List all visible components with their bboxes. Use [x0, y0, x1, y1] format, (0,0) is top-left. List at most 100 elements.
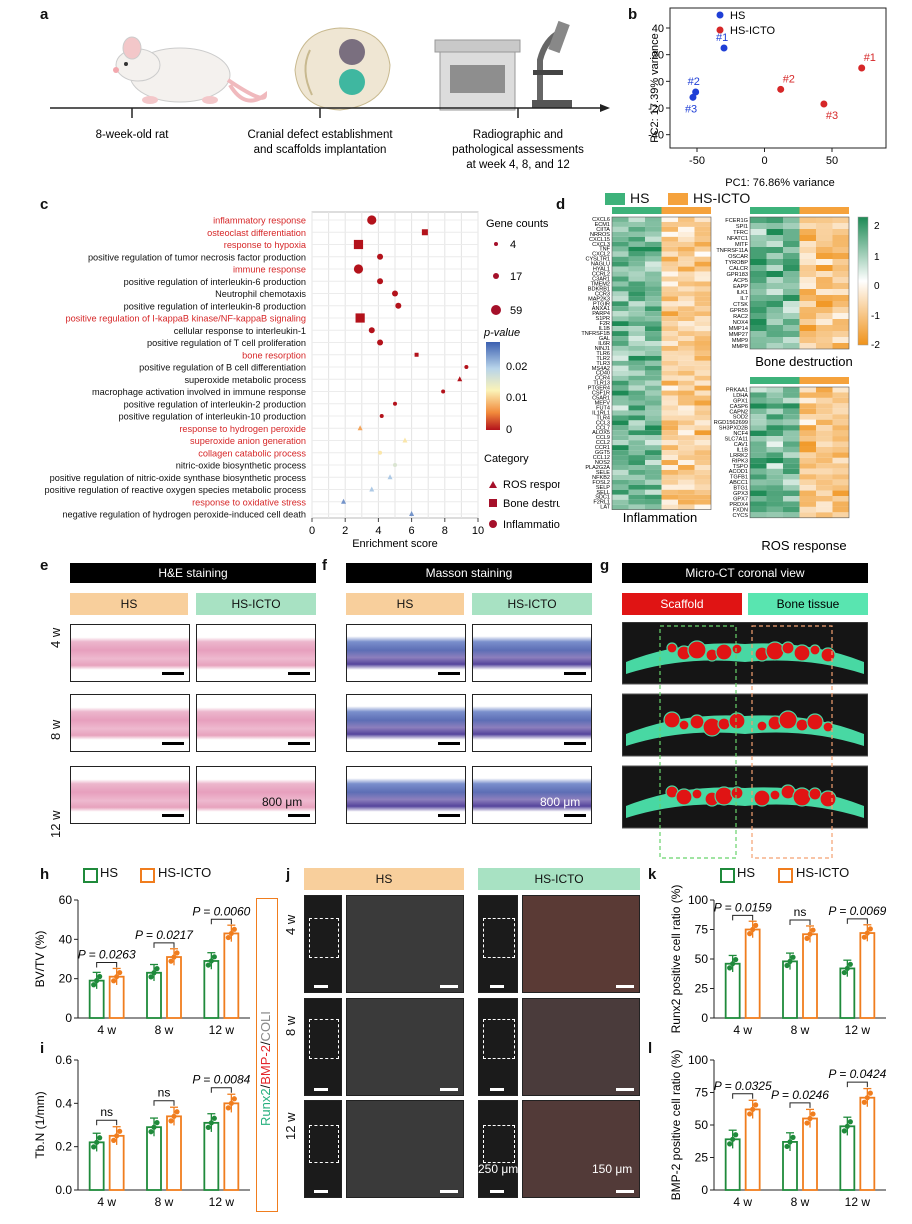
pca-frame	[669, 7, 887, 149]
heatmap-cell	[783, 452, 800, 458]
heatmap-cell	[612, 251, 629, 257]
heatmap-cell	[678, 425, 695, 431]
heatmap-gene-label: TNFRSF1B	[581, 331, 610, 337]
bar-significance-label: P = 0.0246	[771, 1088, 829, 1102]
heatmap-cell	[612, 415, 629, 421]
bar-datapoint	[151, 970, 157, 976]
heatmap-cell	[628, 460, 645, 465]
heatmap-cell	[832, 468, 849, 475]
heatmap-inflammation: CXCL6ECM1CIITANRROSCXCL15CXCL3TNFCXCL2CY…	[581, 207, 712, 511]
heatmap-cell	[645, 489, 662, 495]
heatmap-cell	[645, 465, 662, 470]
heatmap-cell	[750, 387, 767, 393]
heatmap-cell	[694, 266, 711, 272]
bar-significance-bracket	[96, 1119, 118, 1126]
heatmap-gene-label: NCF4	[733, 431, 748, 437]
heatmap-gene-label: PTGIR	[593, 301, 610, 307]
heatmap-cell	[750, 247, 767, 253]
heatmap-frame	[611, 216, 712, 510]
heatmap-cell	[799, 485, 816, 491]
heatmap-cell	[799, 331, 816, 337]
heatmap-cell	[694, 316, 711, 322]
heatmap-cell	[645, 306, 662, 312]
bar-significance-label: P = 0.0424	[828, 1067, 886, 1081]
heatmap-cell	[612, 479, 629, 485]
heatmap-cell	[612, 395, 629, 401]
heatmap-gene-label: MS4A2	[592, 366, 610, 372]
heatmap-gene-label: MMP14	[729, 326, 748, 332]
heatmap-cell	[766, 452, 783, 458]
heatmap-cell	[694, 395, 711, 401]
bar-datapoint	[231, 1096, 237, 1102]
heatmap-cell	[799, 430, 816, 437]
bar-significance-bracket	[210, 1087, 232, 1093]
heatmap-group-bar-ict	[799, 207, 849, 214]
bar-significance-bracket	[846, 918, 868, 924]
heatmap-cell	[766, 277, 783, 283]
bar-ytick-label: 25	[695, 1151, 709, 1165]
if-channel-bmp2: BMP-2	[258, 1045, 273, 1085]
heatmap-cell	[628, 226, 645, 232]
heatmap-cell	[799, 319, 816, 325]
heatmap-cell	[799, 501, 816, 507]
heatmap-cell	[661, 365, 678, 371]
heatmap-cell	[645, 321, 662, 327]
bar-datapoint	[750, 926, 756, 933]
heatmap-gene-label: LRRK2	[730, 453, 748, 459]
go-category-title: Category	[484, 453, 529, 465]
bar-ytick-label: 0.6	[55, 1053, 72, 1067]
heatmap-tick-2: 2	[874, 221, 880, 232]
go-size-legend-17: 17	[510, 271, 522, 283]
heatmap-cell	[816, 496, 833, 502]
heatmap-cell	[783, 403, 800, 409]
heatmap-cell	[645, 385, 662, 391]
micro-ct-images	[622, 622, 868, 859]
heatmap-gene-label: PRKAA1	[726, 387, 748, 393]
bar-ict	[859, 1096, 876, 1191]
go-point-square	[421, 229, 428, 236]
bar-datapoint	[228, 1100, 234, 1106]
bar-category-label: 8 w	[155, 1023, 174, 1037]
pca-xtick-label: -50	[689, 155, 705, 167]
ct-scaffold	[778, 710, 798, 730]
heatmap-cell	[766, 325, 783, 331]
go-point-circle	[393, 401, 397, 406]
heatmap-cell	[645, 271, 662, 277]
heatmap-cell	[694, 246, 711, 252]
heatmap-cell	[816, 463, 833, 469]
heatmap-colorbar	[857, 216, 869, 346]
bar-datapoint	[787, 958, 793, 964]
heatmap-cell	[694, 390, 711, 396]
heatmap-cell	[612, 286, 629, 292]
heatmap-cell	[783, 235, 800, 241]
bar-significance-bracket	[732, 1093, 754, 1099]
heatmap-cell	[678, 231, 695, 237]
heatmap-cell	[750, 408, 767, 415]
heatmap-gene-label: SPI1	[736, 224, 748, 230]
heatmap-cell	[645, 236, 662, 242]
bar-datapoint	[790, 1134, 796, 1140]
heatmap-gene-label: NFKB2	[592, 475, 610, 481]
bar-ict	[223, 932, 240, 1019]
heatmap-cell	[645, 425, 662, 431]
heatmap-cell	[645, 286, 662, 292]
heatmap-cell	[832, 485, 849, 491]
heatmap-cell	[766, 265, 783, 271]
heatmap-tick-0: 0	[874, 281, 880, 292]
bar-ytick-label: 60	[59, 893, 73, 907]
ct-scaffold	[808, 787, 822, 801]
if-group-ict: HS-ICTO	[478, 868, 640, 890]
heatmap-cell	[694, 261, 711, 267]
heatmap-cell	[628, 251, 645, 257]
heatmap-gene-label: TLR6	[596, 351, 610, 357]
bar-datapoint	[753, 1102, 759, 1108]
heatmap-cell	[750, 271, 767, 277]
heatmap-cell	[661, 221, 678, 227]
heatmap-cell	[645, 241, 662, 247]
heatmap-cell	[766, 313, 783, 319]
heatmap-cell	[661, 256, 678, 262]
heatmap-cell	[694, 301, 711, 307]
heatmap-cell	[628, 261, 645, 267]
heatmap-cell	[628, 236, 645, 242]
heatmap-cell	[612, 375, 629, 381]
